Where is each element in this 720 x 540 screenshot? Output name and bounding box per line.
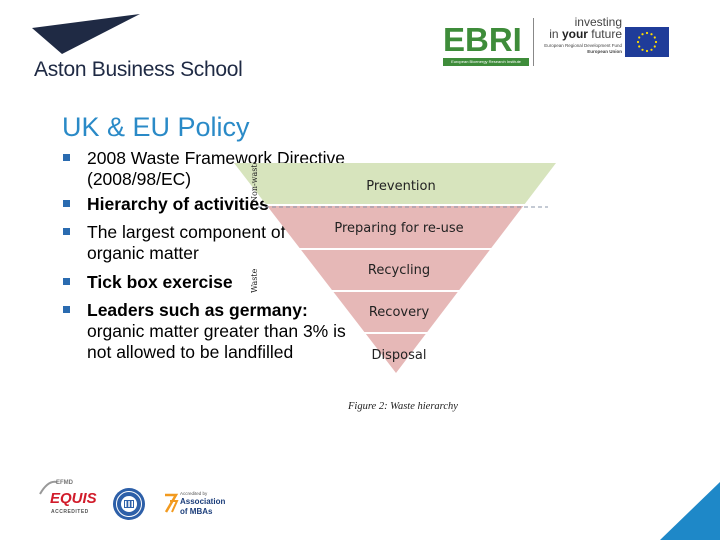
pyramid-label-prevention: Prevention	[366, 179, 436, 194]
equis-main-text: EQUIS	[50, 490, 97, 507]
bullet-item: Tick box exercise	[62, 272, 362, 300]
eu-flag-icon	[625, 27, 669, 57]
pyramid-label-disposal: Disposal	[372, 348, 427, 363]
eu-star-icon	[636, 40, 640, 44]
eu-star-icon	[654, 40, 658, 44]
equis-efmd-text: EFMD	[56, 480, 73, 486]
eu-star-icon	[641, 48, 644, 51]
page-title: UK & EU Policy	[62, 112, 250, 142]
eu-star-icon	[638, 36, 641, 39]
in-your-future-line: in your future	[540, 28, 622, 41]
side-label-non-waste: Non-waste	[250, 163, 259, 203]
erdf-line: European Regional Development Fund	[544, 43, 622, 48]
pyramid-level-prevention	[234, 163, 556, 204]
equis-accreditation-logo: EFMD EQUIS ACCREDITED	[38, 478, 98, 526]
pyramid-label-recycling: Recycling	[368, 263, 430, 278]
amba-accredited-by-text: Accredited by	[180, 491, 208, 496]
equis-accredited-text: ACCREDITED	[51, 509, 89, 515]
bullet-bold: Hierarchy of activities	[87, 194, 269, 214]
european-union-line: European Union	[587, 49, 622, 54]
bullet-text: organic matter greater than 3% is not al…	[87, 321, 346, 362]
eu-star-icon	[650, 33, 653, 36]
amba-association-text: Association	[180, 497, 226, 506]
bullet-item: Hierarchy of activities	[62, 194, 362, 222]
eu-star-icon	[638, 45, 641, 48]
ebri-logo-subtitle: European Bioenergy Research Institute	[443, 58, 529, 66]
bullet-bold: Leaders such as germany:	[87, 300, 308, 320]
figure-caption: Figure 2: Waste hierarchy	[348, 401, 458, 412]
logo-divider	[533, 18, 534, 66]
ebri-logo: EBRI European Bioenergy Research Institu…	[443, 22, 529, 66]
eu-star-icon	[645, 31, 649, 35]
aston-business-school-logo: Aston Business School	[32, 14, 247, 84]
investing-line: investing	[574, 15, 622, 29]
future-text: future	[587, 27, 622, 41]
investing-in-your-future-logo: investing in your future European Region…	[540, 16, 622, 55]
ebri-logo-text: EBRI	[443, 21, 522, 58]
amba-mark-icon	[164, 493, 179, 513]
in-text: in	[549, 27, 562, 41]
bullet-item: Leaders such as germany: organic matter g…	[62, 300, 362, 363]
amba-accreditation-logo: Accredited by Association of MBAs	[164, 490, 226, 520]
side-label-waste: Waste	[250, 268, 259, 293]
equis-swoosh-icon	[39, 480, 58, 495]
aston-logo-text: Aston Business School	[34, 58, 243, 81]
eu-star-icon	[653, 45, 656, 48]
accreditation-seal-icon	[113, 488, 145, 520]
eu-star-icon	[641, 33, 644, 36]
bullet-bold: Tick box exercise	[87, 272, 233, 292]
your-text: your	[561, 27, 588, 41]
eu-star-icon	[645, 49, 649, 53]
eu-star-icon	[653, 36, 656, 39]
bullet-list: 2008 Waste Framework Directive (2008/98/…	[62, 148, 362, 363]
pyramid-label-preparing-for-reuse: Preparing for re-use	[334, 221, 463, 236]
pyramid-label-recovery: Recovery	[369, 305, 430, 320]
aston-logo-icon	[32, 14, 140, 54]
amba-of-mbas-text: of MBAs	[180, 507, 213, 516]
corner-decoration	[660, 482, 720, 540]
eu-star-icon	[650, 48, 653, 51]
waste-hierarchy-pyramid: Prevention Preparing for re-use Recyclin…	[234, 163, 556, 373]
